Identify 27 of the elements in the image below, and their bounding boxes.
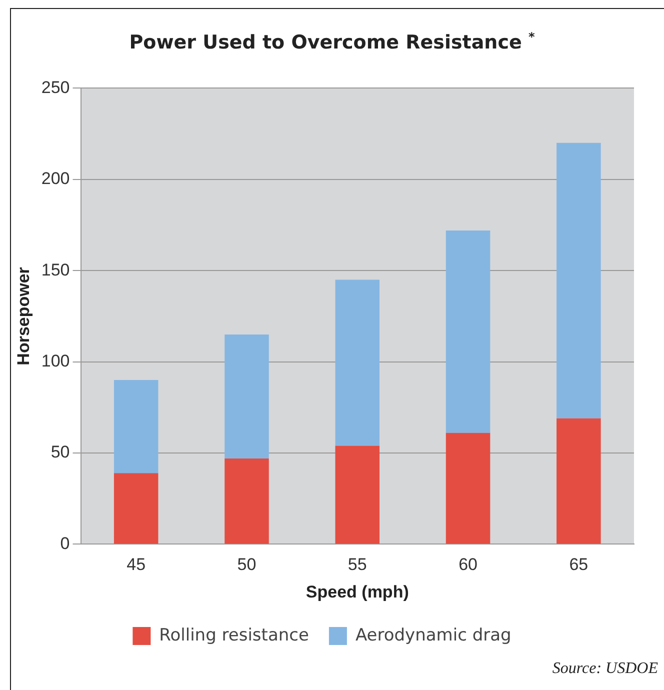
bar [556, 418, 601, 544]
bar [114, 473, 158, 544]
bar [335, 280, 380, 446]
x-tick-label: 55 [348, 555, 367, 574]
x-axis-title: Speed (mph) [306, 582, 409, 602]
y-tick-label: 150 [41, 260, 70, 280]
legend-label: Rolling resistance [159, 625, 309, 646]
source-note: Source: USDOE [552, 660, 658, 678]
y-tick-label: 250 [41, 78, 70, 97]
y-tick-label: 200 [41, 169, 70, 188]
bar [556, 142, 601, 418]
bar [446, 230, 490, 433]
bar [446, 432, 490, 544]
bar [224, 458, 269, 544]
y-tick-label: 0 [60, 534, 70, 553]
bar [114, 380, 158, 474]
x-tick-label: 60 [458, 555, 478, 574]
chart-title: Power Used to Overcome Resistance $^{*}$ [128, 30, 536, 54]
x-tick-label: 50 [237, 555, 256, 574]
y-tick-label: 100 [41, 351, 70, 370]
x-tick-label: 45 [126, 555, 146, 574]
y-tick-label: 50 [50, 442, 70, 462]
bar [224, 334, 269, 458]
legend-label: Aerodynamic drag [355, 625, 512, 646]
x-tick-label: 65 [569, 555, 588, 574]
bar [335, 446, 380, 544]
y-axis-title: Horsepower [14, 266, 33, 366]
